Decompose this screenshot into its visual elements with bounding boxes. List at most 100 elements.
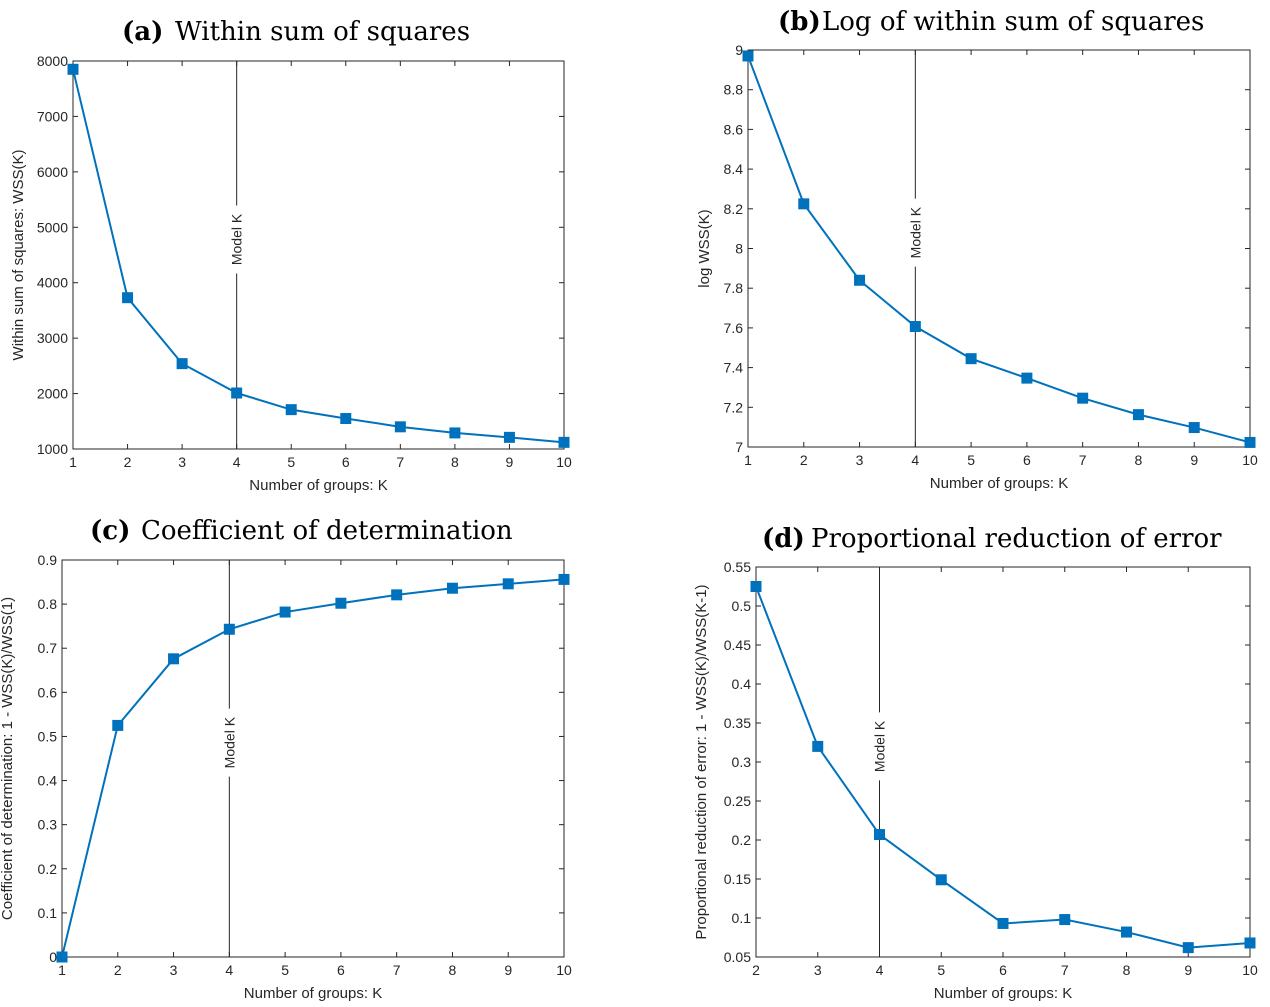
panel-c-series-line [61, 578, 565, 958]
panel-a-data-point [558, 436, 570, 448]
panel-c-x-tick-label: 3 [170, 962, 178, 978]
panel-a-data-point [394, 421, 406, 433]
panel-c-data-point [279, 606, 291, 618]
panel-a-y-tick-label: 2000 [37, 386, 68, 402]
panel-d-data-point [1182, 942, 1194, 954]
panel-c-x-tick-label: 8 [449, 962, 457, 978]
panel-d-x-tick-label: 7 [1061, 962, 1069, 978]
panel-c-data-point [446, 582, 458, 594]
panel-a-y-tick-label: 8000 [37, 53, 68, 69]
panel-b-y-tick-label: 7.6 [724, 320, 744, 336]
panel-c-data-point [112, 719, 124, 731]
panel-b-y-tick-label: 8.2 [724, 201, 744, 217]
panel-c-y-tick-label: 0.4 [38, 773, 58, 789]
panel-a-axes-box [72, 60, 565, 450]
panel-d-x-tick-label: 9 [1184, 962, 1192, 978]
panel-c-data-point [168, 653, 180, 665]
panel-a-id: (a) [122, 17, 163, 47]
panel-a-x-label: Number of groups: K [249, 477, 387, 494]
panel-b-y-tick-label: 7.8 [724, 280, 744, 296]
panel-a-y-tick-label: 5000 [37, 219, 68, 235]
panel-c-y-tick-label: 0.8 [38, 596, 58, 612]
panel-b-x-tick-label: 3 [856, 452, 864, 468]
panel-c-y-tick-label: 0.6 [38, 684, 58, 700]
panel-c-x-tick-label: 7 [393, 962, 401, 978]
panel-a-x-tick-label: 5 [287, 454, 295, 470]
panel-b-x-tick-label: 5 [967, 452, 975, 468]
panel-c-x-tick-label: 10 [556, 962, 572, 978]
panel-d-model-label: Model K [872, 720, 888, 772]
panel-b-data-point [798, 198, 810, 210]
panel-d-y-tick-label: 0.1 [732, 910, 752, 926]
panel-c-y-tick-label: 0.2 [38, 861, 58, 877]
panel-a-model-label: Model K [229, 213, 245, 265]
panel-a-data-point [449, 427, 461, 439]
panel-a-data-point [176, 358, 188, 370]
panel-b-data-point [909, 321, 921, 333]
panel-b-data-point [1077, 392, 1089, 404]
panel-d-y-tick-label: 0.25 [724, 793, 751, 809]
panel-c-y-tick-label: 0.9 [38, 552, 58, 568]
panel-a-data-point [67, 63, 79, 75]
panel-a-y-tick-label: 3000 [37, 330, 68, 346]
panel-c-y-tick-label: 0.5 [38, 728, 58, 744]
panel-d-y-tick-label: 0.3 [732, 754, 752, 770]
panel-b-y-tick-label: 7.2 [724, 399, 744, 415]
panel-a-x-tick-label: 3 [178, 454, 186, 470]
panel-a-y-label: Within sum of squares: WSS(K) [10, 150, 27, 361]
panel-a-y-tick-label: 4000 [37, 275, 68, 291]
panel-b-x-label: Number of groups: K [930, 475, 1068, 492]
panel-a-x-tick-label: 8 [451, 454, 459, 470]
panel-d-series-line [755, 586, 1251, 949]
panel-b-x-tick-label: 1 [744, 452, 752, 468]
panel-c-axes-box [61, 559, 565, 958]
panel-d-x-tick-label: 8 [1123, 962, 1131, 978]
panel-c-data-point [335, 597, 347, 609]
panel-c-x-tick-label: 1 [58, 962, 66, 978]
panel-d-x-tick-label: 5 [937, 962, 945, 978]
panel-c-x-tick-label: 5 [281, 962, 289, 978]
panel-c-x-tick-label: 2 [114, 962, 122, 978]
panel-b-data-point [854, 274, 866, 286]
panel-c-y-tick-label: 0 [49, 949, 57, 965]
panel-b: (b) Log of within sum of squares 1 2 3 4 5 6 7… [696, 7, 1258, 492]
panel-c-x-tick-label: 9 [504, 962, 512, 978]
panel-d-y-tick-label: 0.05 [724, 949, 751, 965]
panel-d-data-point [935, 874, 947, 886]
panel-c-y-label: Coefficient of determination: 1 - WSS(K)… [0, 597, 16, 920]
panel-d-data-point [812, 740, 824, 752]
panel-b-y-tick-label: 8 [735, 241, 743, 257]
panel-a-x-tick-label: 9 [506, 454, 514, 470]
panel-d-y-label: Proportional reduction of error: 1 - WSS… [693, 584, 710, 939]
panel-b-x-tick-label: 10 [1242, 452, 1258, 468]
panel-b-y-tick-label: 8.6 [724, 121, 744, 137]
panel-d-data-point [997, 917, 1009, 929]
panel-d-axes-box [755, 566, 1251, 958]
panel-d-x-label: Number of groups: K [934, 985, 1072, 1002]
panel-b-x-tick-label: 6 [1023, 452, 1031, 468]
panel-a-data-point [503, 431, 515, 443]
panel-b-model-label: Model K [907, 206, 923, 258]
panel-c-data-point [391, 589, 403, 601]
panel-a-series-line [72, 69, 565, 444]
panel-b-x-tick-label: 7 [1079, 452, 1087, 468]
panel-c-data-point [223, 623, 235, 635]
panel-a-y-tick-label: 1000 [37, 441, 68, 457]
panel-a-x-tick-label: 4 [233, 454, 241, 470]
panel-d-data-point [874, 829, 885, 841]
panel-b-title: Log of within sum of squares [822, 7, 1204, 37]
panel-d-x-tick-label: 10 [1242, 962, 1258, 978]
panel-a-y-tick-label: 7000 [37, 108, 68, 124]
panel-d-y-tick-label: 0.5 [732, 598, 752, 614]
panel-d: (d) Proportional reduction of error 2 3 4 5… [693, 524, 1258, 1002]
panel-b-y-tick-label: 7.4 [724, 360, 744, 376]
panel-b-series-line [747, 55, 1251, 444]
panel-a-x-tick-label: 7 [396, 454, 404, 470]
panel-b-data-point [1188, 422, 1200, 434]
panel-d-y-tick-label: 0.35 [724, 715, 751, 731]
panel-b-y-tick-label: 9 [735, 42, 743, 58]
panel-b-x-tick-label: 2 [800, 452, 808, 468]
panel-b-x-tick-label: 9 [1190, 452, 1198, 468]
panel-a-y-tick-label: 6000 [37, 164, 68, 180]
panel-c-title: Coefficient of determination [141, 516, 513, 546]
